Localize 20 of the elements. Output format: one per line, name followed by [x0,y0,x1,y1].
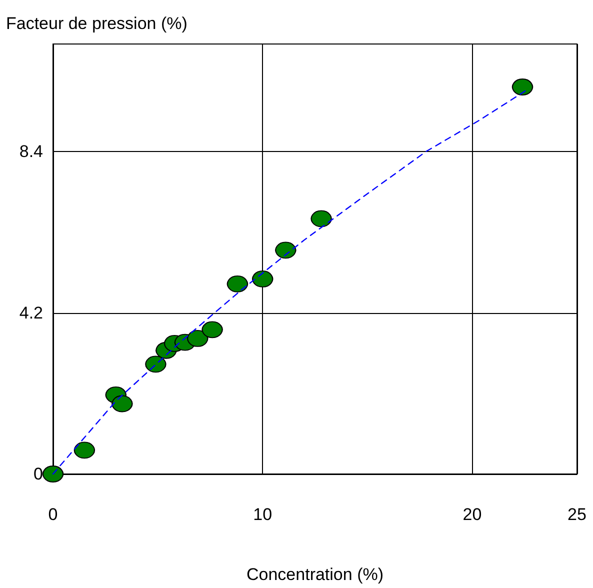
point [512,78,533,96]
point [275,242,296,259]
x-tick-label: 0 [48,505,58,524]
point [252,270,274,288]
y-axis-title: Facteur de pression (%) [6,14,188,33]
y-tick-label: 0 [34,464,43,484]
point [145,356,166,373]
y-tick-label: 4.2 [19,303,43,322]
point [187,330,208,347]
point [310,210,332,228]
x-tick-label: 25 [568,505,586,524]
point [112,395,133,412]
y-tick-label: 8.4 [19,142,43,161]
x-tick-label: 10 [253,505,272,524]
point [226,275,248,292]
point [42,466,64,482]
x-tick-label: 20 [462,505,482,524]
x-axis-title: Concentration (%) [246,565,384,584]
point [74,442,95,459]
point [202,321,223,338]
